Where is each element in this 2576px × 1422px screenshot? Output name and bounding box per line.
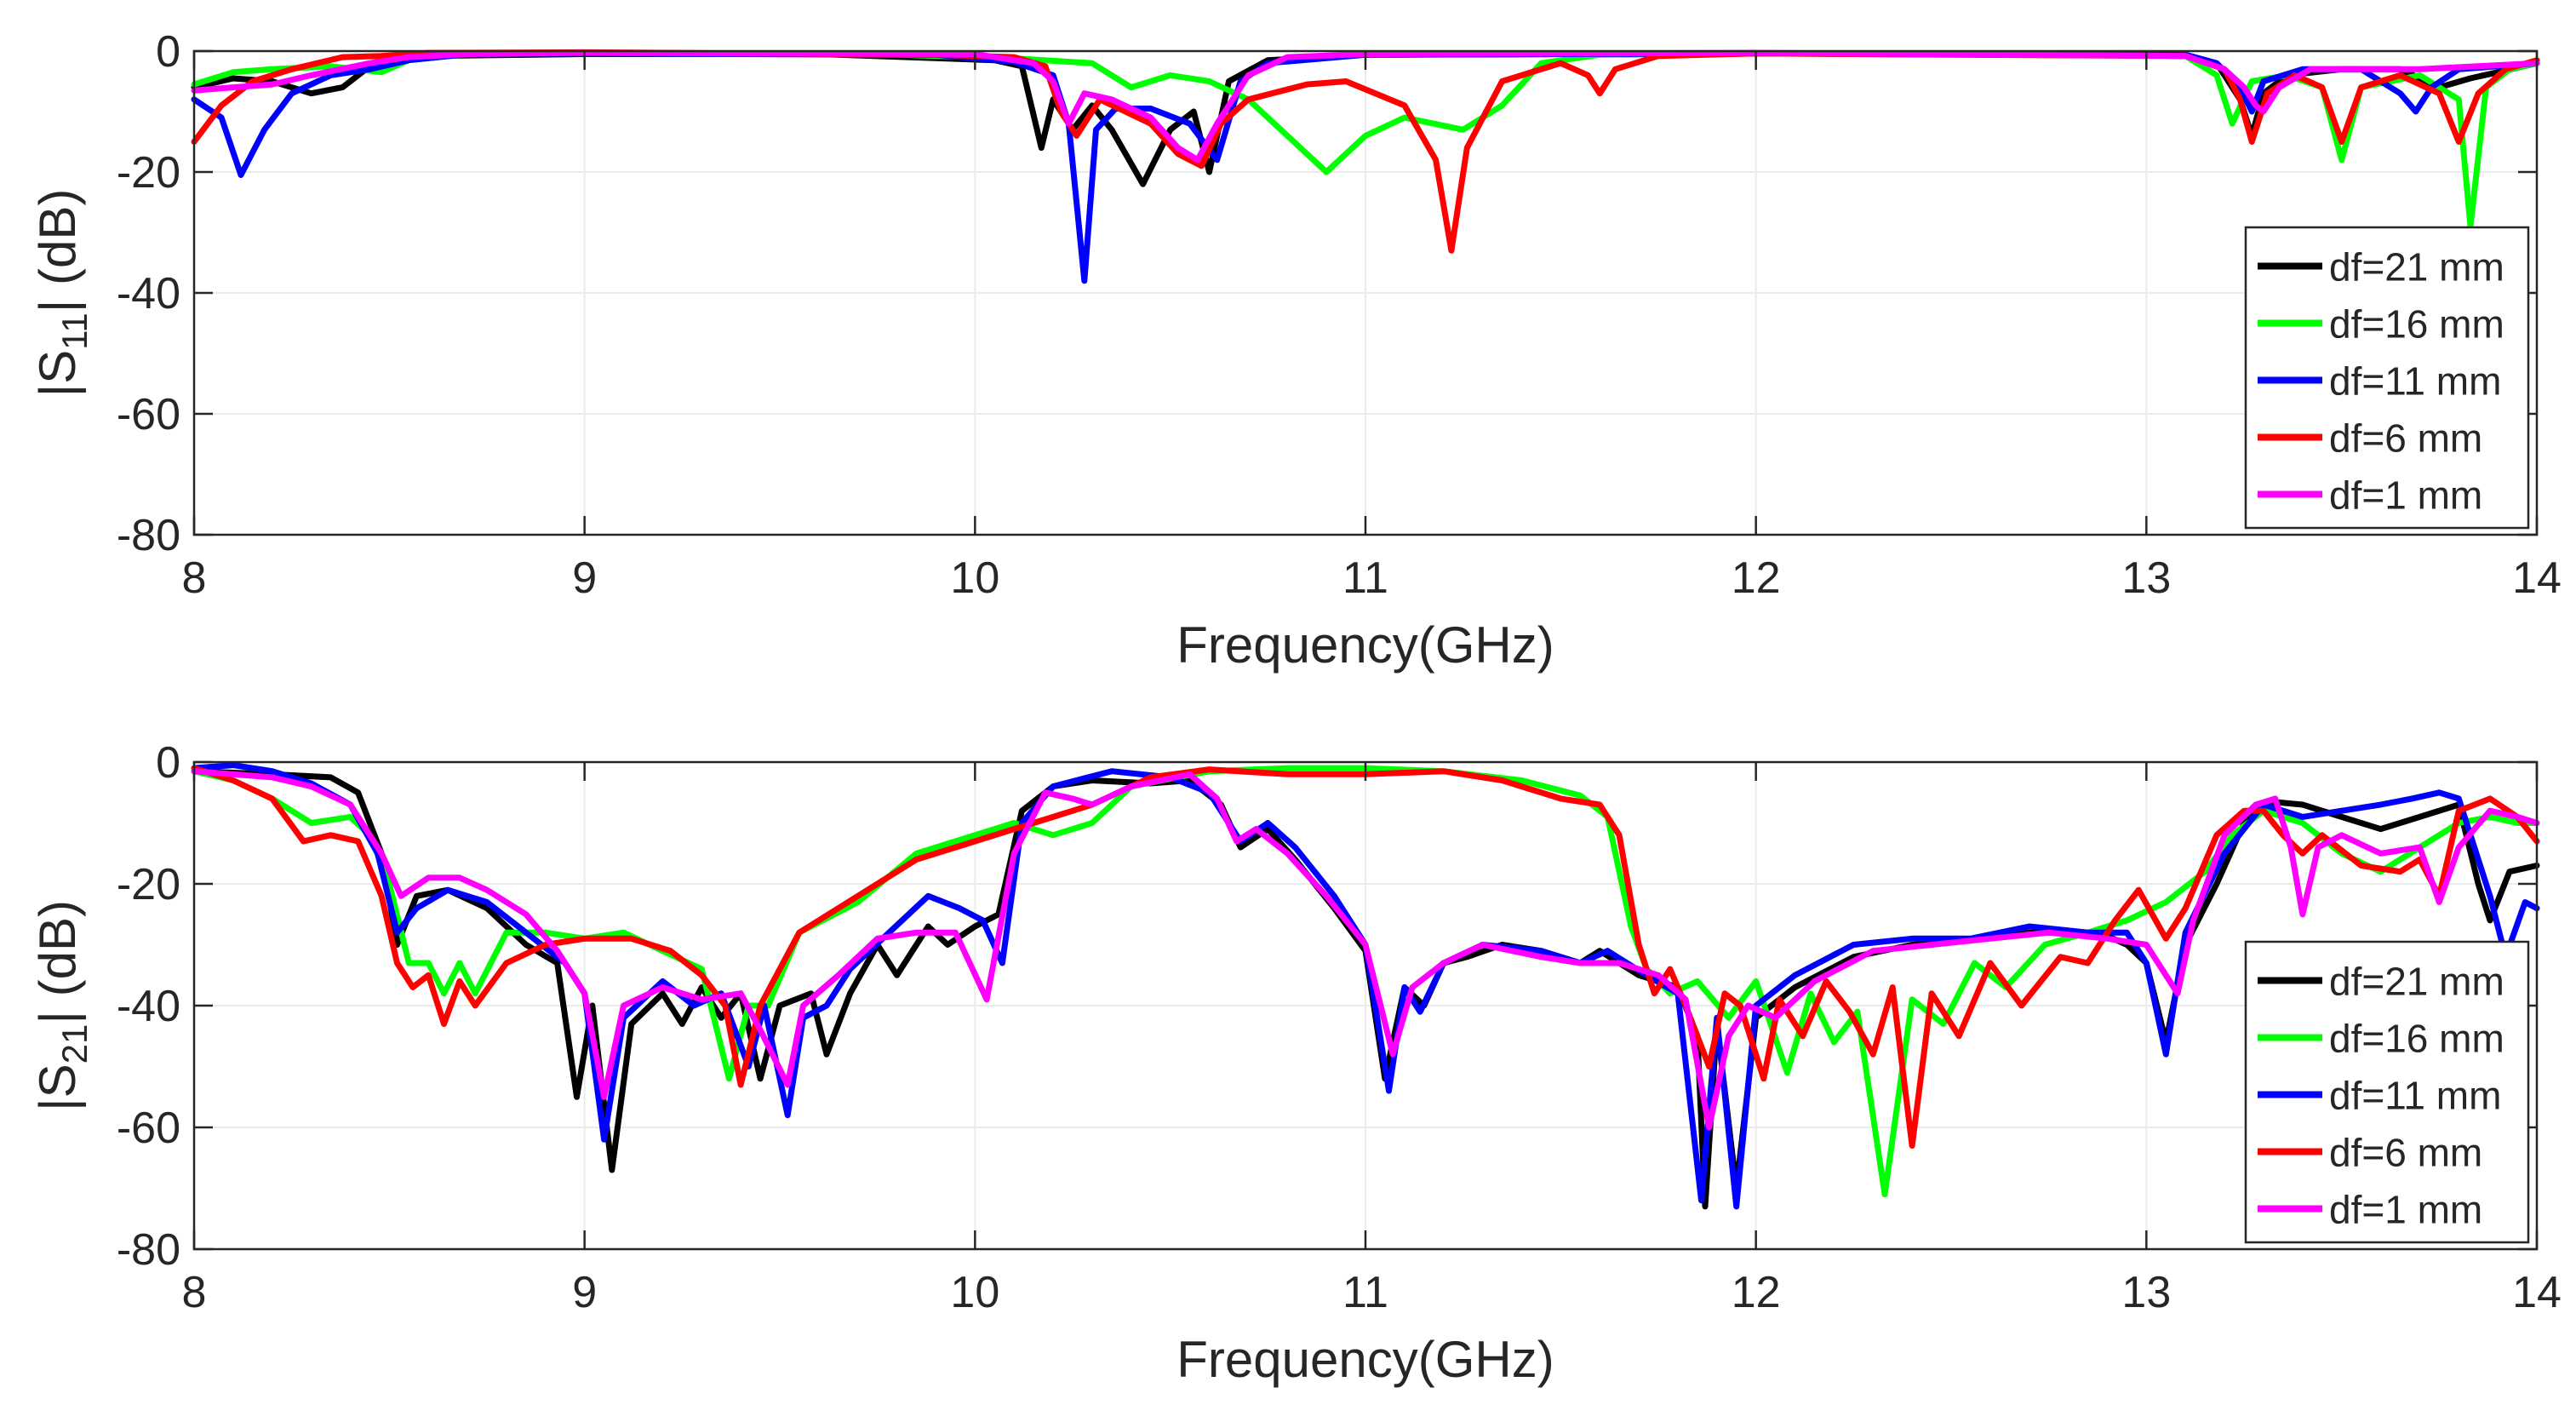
s11-tick-labels: 8 9 10 11 12 13 14 -80 -60 -40 -20 0 [117,27,2562,603]
x-tick-label: 9 [572,553,597,603]
x-tick-label: 9 [572,1268,597,1317]
x-tick-label: 10 [950,553,999,603]
s21-series-layer [191,762,2540,1210]
x-tick-label: 12 [1732,553,1781,603]
x-tick-label: 11 [1342,553,1388,603]
x-tick-label: 14 [2512,1268,2562,1317]
y-tick-label: -20 [117,860,180,909]
x-tick-label: 8 [182,553,207,603]
s21-y-axis-label: |S21| (dB) [29,900,94,1111]
s21-tick-labels: 8 9 10 11 12 13 14 -80 -60 -40 -20 0 [117,738,2562,1317]
s21-plot-panel: 8 9 10 11 12 13 14 -80 -60 -40 -20 0 Frequency(GHz)… [29,738,2562,1388]
y-tick-label: -80 [117,511,180,560]
legend-label: df=11 mm [2329,1074,2501,1118]
legend-label: df=21 mm [2329,245,2504,290]
legend-label: df=16 mm [2329,302,2504,347]
x-tick-label: 10 [950,1268,999,1317]
s11-legend: df=21 mm df=16 mm df=11 mm df=6 mm df=1 mm [2244,226,2530,530]
series-line-df-1-mm [191,49,2540,163]
y-tick-label: -60 [117,1104,180,1153]
legend-label: df=1 mm [2329,473,2482,518]
y-tick-label: -60 [117,390,180,439]
s21-legend: df=21 mm df=16 mm df=11 mm df=6 mm df=1 mm [2244,940,2530,1244]
x-tick-label: 13 [2121,553,2171,603]
series-line-df-1-mm [191,768,2540,1131]
y-tick-label: -40 [117,269,180,318]
s11-series-layer [191,49,2540,284]
x-tick-label: 14 [2512,553,2562,603]
x-tick-label: 11 [1342,1268,1388,1317]
x-tick-label: 13 [2121,1268,2171,1317]
s21-x-axis-label: Frequency(GHz) [1176,1331,1554,1388]
legend-label: df=11 mm [2329,359,2501,404]
series-line-df-6-mm [191,765,2540,1149]
y-tick-label: 0 [156,738,180,788]
legend-label: df=1 mm [2329,1188,2482,1232]
x-tick-label: 8 [182,1268,207,1317]
legend-label: df=6 mm [2329,416,2482,461]
s11-x-axis-label: Frequency(GHz) [1176,616,1554,674]
legend-label: df=6 mm [2329,1131,2482,1175]
legend-label: df=16 mm [2329,1017,2504,1061]
y-tick-label: -20 [117,148,180,198]
y-tick-label: 0 [156,27,180,77]
x-tick-label: 12 [1732,1268,1781,1317]
y-tick-label: -80 [117,1225,180,1275]
s11-plot-panel: 8 9 10 11 12 13 14 -80 -60 -40 -20 0 Frequency(GHz)… [29,27,2562,674]
s11-y-axis-label: |S11| (dB) [29,189,94,398]
legend-label: df=21 mm [2329,960,2504,1004]
y-tick-label: -40 [117,982,180,1031]
